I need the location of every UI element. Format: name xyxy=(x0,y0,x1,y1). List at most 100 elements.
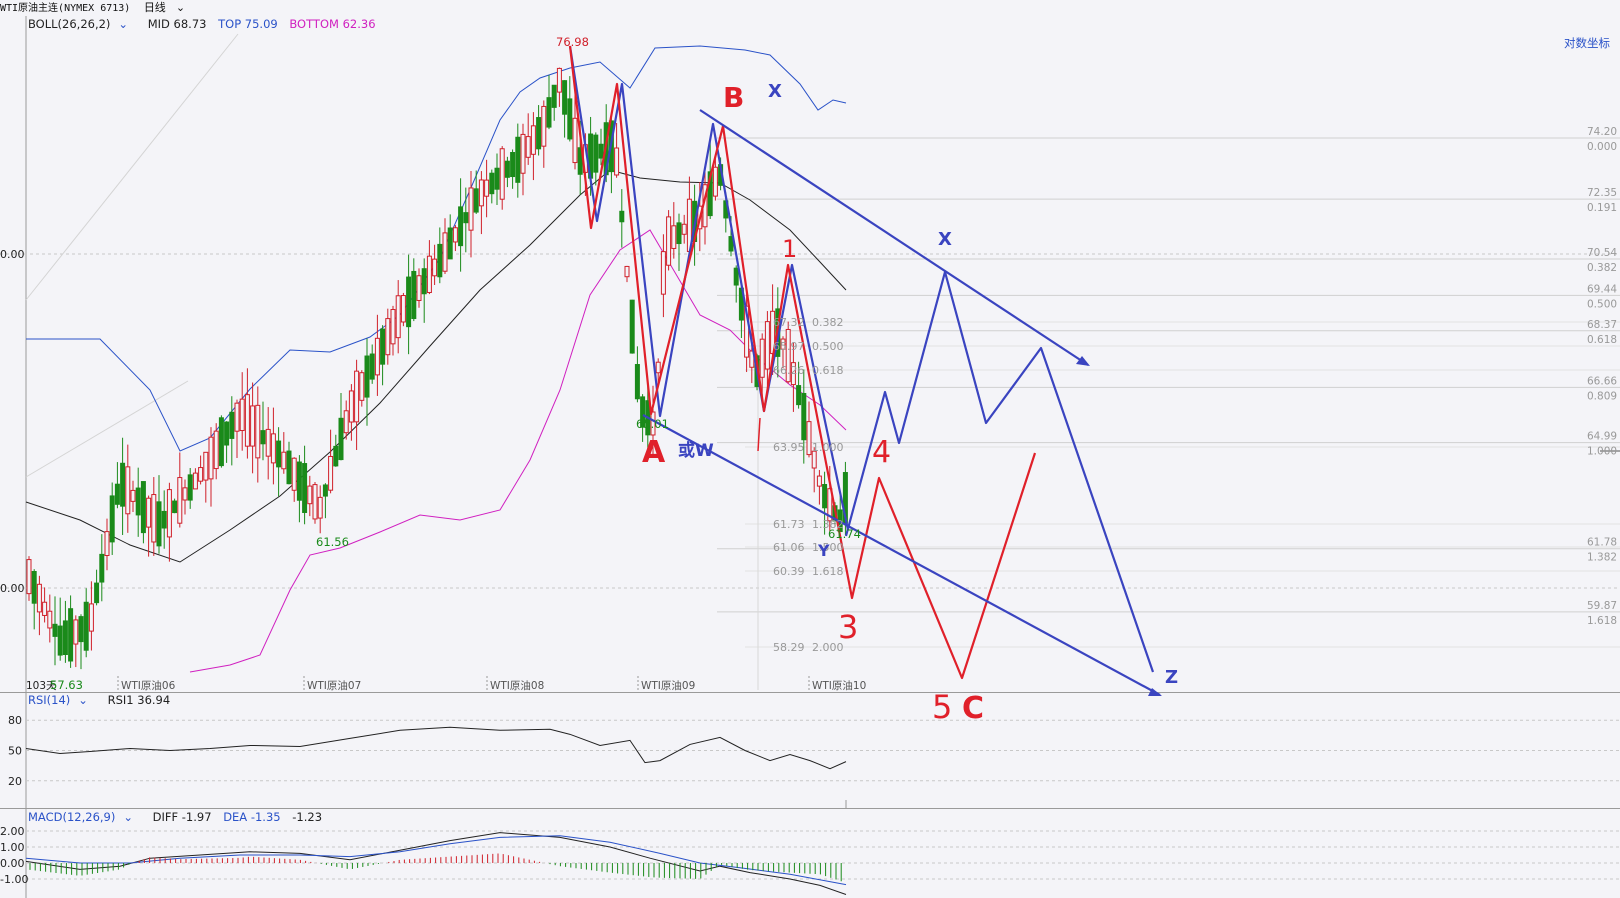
candle-up xyxy=(208,436,214,480)
boll-mid-value: MID 68.73 xyxy=(147,17,207,31)
candle-down xyxy=(172,500,178,514)
period-selector[interactable]: 日线 ⌄ xyxy=(144,1,195,14)
candle-down xyxy=(447,227,453,260)
chart-labels: 0.00 0.00 74.20 0.000 72.35 0.191 70.54 0.382 69… xyxy=(0,35,1617,886)
fib-price-label: 59.87 xyxy=(1587,600,1617,612)
bollinger-bands xyxy=(25,45,847,673)
candle-up xyxy=(36,583,42,613)
fib-ratio-label: 0.000 xyxy=(1587,141,1617,153)
candle-up xyxy=(478,179,484,207)
fib-mid-price: 67.32 xyxy=(773,316,805,329)
rsi-header: RSI(14) ⌄ RSI1 36.94 xyxy=(28,693,178,707)
macd-diff-value: DIFF -1.97 xyxy=(152,810,212,824)
candle-up xyxy=(198,467,204,482)
fib-price-label: 66.66 xyxy=(1587,375,1617,387)
candle-down xyxy=(31,571,37,604)
macd-dea-value: DEA -1.35 xyxy=(223,810,281,824)
candle-up xyxy=(395,295,401,339)
candle-down xyxy=(567,98,573,140)
candle-up xyxy=(343,410,349,434)
candle-down xyxy=(114,483,120,505)
wave-label-5: 5 xyxy=(932,688,952,726)
wave-label-z: Z xyxy=(1165,667,1178,688)
candle-up xyxy=(827,488,833,522)
candle-down xyxy=(109,495,115,543)
candle-up xyxy=(250,405,256,447)
candle-up xyxy=(390,309,396,345)
candle-down xyxy=(733,267,739,286)
candle-up xyxy=(400,295,406,323)
month-label: WTI原油08 xyxy=(490,679,544,692)
month-label: WTI原油09 xyxy=(641,679,695,692)
fib-mid-ratio: 0.382 xyxy=(812,316,844,329)
candle-down xyxy=(83,601,89,651)
candle-up xyxy=(317,496,323,519)
candle-down xyxy=(94,582,100,604)
candle-down xyxy=(473,188,479,213)
candle-down xyxy=(619,210,625,223)
fib-mid-price: 60.39 xyxy=(773,565,805,578)
panel-divider xyxy=(0,808,1620,809)
fib-ratio-label: 1.000 xyxy=(1587,446,1617,458)
period-label: 日线 xyxy=(143,1,166,14)
rsi-panel[interactable]: RSI(14) ⌄ RSI1 36.94 xyxy=(0,693,1620,808)
boll-bottom-value: BOTTOM 62.36 xyxy=(289,17,376,31)
candle-up xyxy=(270,433,276,464)
candle-down xyxy=(546,97,552,128)
macd-level-label: 2.00 xyxy=(0,825,25,838)
candle-up xyxy=(177,477,183,524)
candle-up xyxy=(666,216,672,266)
fib-ratio-label: 0.618 xyxy=(1587,334,1617,346)
fib-mid-ratio: 1.500 xyxy=(812,541,844,554)
indicator-lines xyxy=(25,726,847,895)
candle-up xyxy=(816,475,822,487)
macd-selector[interactable]: MACD(12,26,9) ⌄ xyxy=(28,810,141,824)
candle-up xyxy=(785,328,791,383)
rsi-level-label: 20 xyxy=(8,775,22,788)
candle-down xyxy=(286,450,292,485)
candle-down xyxy=(463,212,469,224)
wave-label-3: 3 xyxy=(838,608,858,646)
candle-up xyxy=(307,485,313,505)
month-label: WTI原油06 xyxy=(121,679,176,692)
candle-up xyxy=(442,232,448,272)
candle-up xyxy=(426,255,432,294)
log-scale-toggle[interactable]: 对数坐标 xyxy=(1564,36,1610,50)
candle-down xyxy=(640,396,646,428)
wave-label-b: B xyxy=(723,81,744,114)
candle-up xyxy=(671,225,677,249)
candle-up xyxy=(541,105,547,147)
boll-selector[interactable]: BOLL(26,26,2) ⌄ xyxy=(28,17,136,31)
candle-down xyxy=(62,620,68,656)
wave-label-1: 1 xyxy=(782,235,797,263)
candle-up xyxy=(468,187,474,231)
candle-down xyxy=(536,117,542,150)
left-axis-label: 0.00 xyxy=(0,582,25,595)
candle-up xyxy=(520,133,526,174)
candle-up xyxy=(312,484,318,520)
candle-down xyxy=(338,417,344,461)
candle-down xyxy=(421,268,427,295)
price-panel[interactable]: BOLL(26,26,2) ⌄ MID 68.73 TOP 75.09 BOTTO… xyxy=(0,16,1620,700)
wave-label-x: X xyxy=(768,81,782,102)
wave-label-a: A xyxy=(642,435,666,470)
candle-down xyxy=(78,616,84,643)
candle-up xyxy=(192,472,198,490)
rsi-selector[interactable]: RSI(14) ⌄ xyxy=(28,693,96,707)
fib-mid-ratio: 1.000 xyxy=(812,441,844,454)
upper-channel-line xyxy=(699,109,1089,366)
fib-price-label: 64.99 xyxy=(1587,431,1617,443)
candle-up xyxy=(624,265,630,278)
fib-mid-ratio: 1.382 xyxy=(812,518,844,531)
candle-down xyxy=(551,84,557,108)
macd-panel[interactable]: MACD(12,26,9) ⌄ DIFF -1.97 DEA -1.35 -1.2… xyxy=(0,809,1620,898)
fib-price-label: 74.20 xyxy=(1587,126,1617,138)
candle-up xyxy=(452,227,458,243)
rsi-value: RSI1 36.94 xyxy=(107,693,171,707)
fib-price-label: 68.37 xyxy=(1587,319,1617,331)
candle-up xyxy=(234,402,240,432)
candle-down xyxy=(260,430,266,445)
candle-down xyxy=(120,462,126,507)
panel-divider xyxy=(0,692,1620,693)
